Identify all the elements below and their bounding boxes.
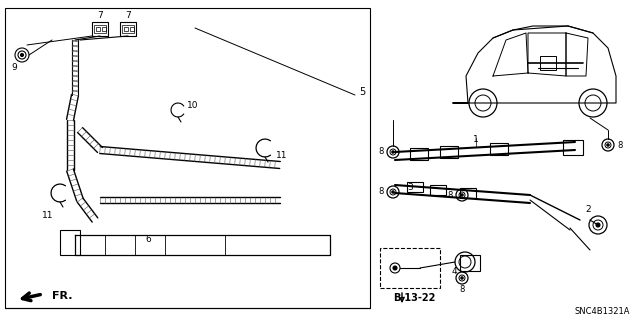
Text: 11: 11 (276, 152, 288, 160)
Bar (460, 188, 476, 198)
Bar (96, 27, 100, 31)
Text: 7: 7 (97, 11, 103, 20)
Bar (563, 140, 583, 155)
Bar (407, 182, 423, 192)
Text: 4: 4 (451, 268, 457, 277)
Text: 11: 11 (42, 211, 54, 219)
Bar (410, 148, 428, 160)
Text: 3: 3 (407, 183, 413, 192)
Circle shape (461, 194, 463, 196)
Bar (430, 185, 446, 195)
Bar (94, 25, 106, 33)
Text: 1: 1 (473, 136, 479, 145)
Text: 6: 6 (145, 235, 151, 244)
Text: 8: 8 (460, 286, 465, 294)
Text: B-13-22: B-13-22 (393, 293, 435, 303)
Bar (440, 146, 458, 158)
Circle shape (607, 144, 609, 146)
Circle shape (392, 151, 394, 153)
Circle shape (392, 191, 394, 193)
Text: 8: 8 (618, 140, 623, 150)
Text: 10: 10 (188, 100, 199, 109)
Text: 2: 2 (585, 205, 591, 214)
Text: 8: 8 (447, 190, 452, 199)
Bar (380, 248, 440, 288)
Bar (60, 230, 80, 255)
Circle shape (596, 223, 600, 227)
Bar (490, 143, 508, 155)
Bar (122, 25, 134, 33)
Circle shape (393, 266, 397, 270)
Bar (92, 22, 108, 36)
Text: FR.: FR. (52, 291, 72, 301)
Text: 9: 9 (11, 63, 17, 71)
Circle shape (20, 54, 24, 56)
Text: 5: 5 (359, 87, 365, 97)
Bar (460, 255, 480, 271)
Bar (5, 8, 370, 308)
Bar (124, 27, 128, 31)
Text: 7: 7 (125, 11, 131, 20)
Bar (130, 27, 134, 31)
Bar (540, 56, 556, 70)
Bar (102, 27, 106, 31)
Bar (120, 22, 136, 36)
Text: 8: 8 (378, 147, 384, 157)
Text: SNC4B1321A: SNC4B1321A (575, 308, 630, 316)
Text: 8: 8 (378, 188, 384, 197)
Circle shape (461, 277, 463, 279)
